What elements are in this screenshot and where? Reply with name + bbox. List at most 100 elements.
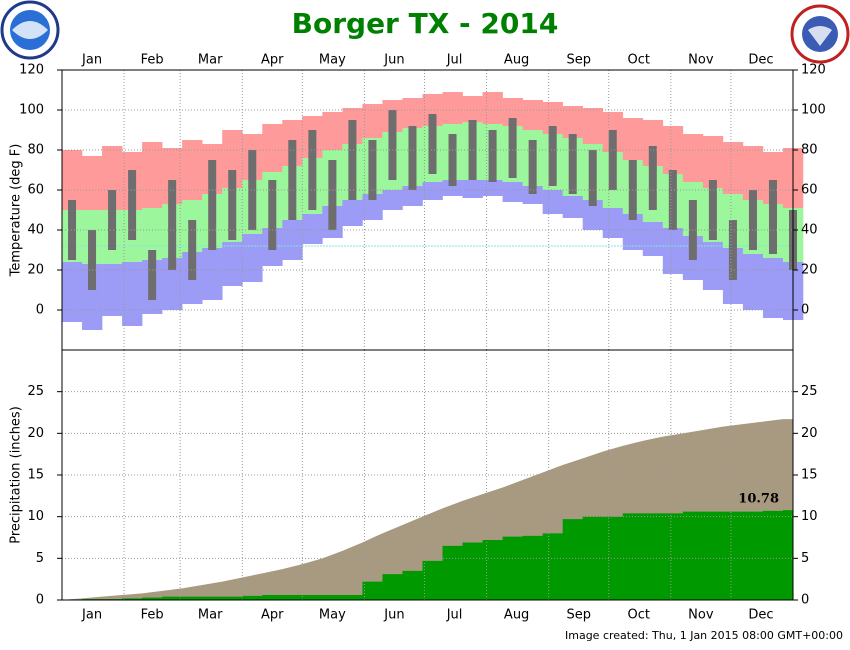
x-tick-label: Aug	[504, 608, 529, 623]
x-tick-label: Feb	[141, 53, 164, 68]
record-low-band	[662, 228, 684, 274]
y-tick-label-right: 20	[801, 426, 818, 441]
observed-bar	[768, 180, 777, 254]
observed-bar	[228, 170, 237, 240]
observed-bar	[248, 150, 257, 230]
record-low-band	[442, 180, 463, 196]
record-high-band	[362, 104, 383, 138]
observed-bar	[268, 180, 277, 250]
observed-bar	[648, 146, 657, 210]
record-high-band	[422, 94, 443, 126]
y-tick-label: 100	[19, 103, 44, 118]
record-low-band	[742, 254, 764, 310]
x-tick-label: Sep	[566, 53, 591, 68]
y-tick-label: 5	[36, 551, 44, 566]
x-tick-label: Jan	[81, 608, 102, 623]
y-tick-label-right: 80	[801, 143, 818, 158]
record-low-band	[622, 214, 644, 250]
record-high-band	[522, 100, 543, 130]
y-tick-label-right: 100	[801, 103, 826, 118]
footer: Image created: Thu, 1 Jan 2015 08:00 GMT…	[565, 629, 843, 642]
observed-bar	[128, 170, 137, 240]
record-high-band	[502, 98, 523, 126]
record-low-band	[602, 208, 624, 238]
record-low-band	[542, 190, 563, 214]
observed-bar	[208, 160, 217, 250]
y-tick-label: 120	[19, 63, 44, 78]
record-high-band	[482, 92, 503, 124]
end-label: 10.78	[738, 492, 779, 507]
record-high-band	[582, 108, 604, 144]
precip-area	[62, 510, 793, 600]
observed-bar	[468, 120, 477, 180]
observed-bar	[348, 120, 357, 200]
record-high-band	[222, 130, 243, 188]
observed-bar	[108, 190, 117, 250]
x-tick-label: Oct	[628, 608, 650, 623]
x-tick-label: Jul	[446, 608, 463, 623]
observed-bar	[568, 134, 577, 194]
x-tick-label: Apr	[261, 608, 284, 623]
observed-bar	[548, 126, 557, 186]
record-high-band	[642, 120, 664, 166]
record-low-band	[702, 242, 724, 290]
x-tick-label: Jul	[446, 53, 463, 68]
record-low-band	[82, 264, 103, 330]
record-low-band	[582, 200, 604, 230]
observed-bar	[508, 118, 517, 178]
record-low-band	[102, 264, 123, 316]
y-tick-label-right: 15	[801, 468, 818, 483]
y-tick-label: 10	[27, 509, 44, 524]
y-tick-label-right: 0	[801, 593, 809, 608]
observed-bar	[428, 114, 437, 174]
chart-title: Borger TX - 2014	[292, 7, 559, 40]
record-high-band	[622, 118, 644, 160]
record-low-band	[642, 222, 664, 256]
record-low-band	[342, 200, 363, 226]
record-high-band	[562, 106, 584, 138]
x-tick-label: Dec	[748, 53, 773, 68]
observed-bar	[708, 180, 717, 240]
nws-logo	[790, 4, 850, 64]
normal-band	[142, 208, 163, 260]
x-tick-label: Jan	[81, 53, 102, 68]
y-tick-label: 60	[27, 183, 44, 198]
x-tick-label: Mar	[198, 608, 223, 623]
record-low-band	[502, 182, 523, 202]
y-tick-label-right: 20	[801, 263, 818, 278]
x-tick-label: Jun	[383, 608, 404, 623]
record-low-band	[402, 186, 423, 206]
observed-bar	[488, 130, 497, 182]
record-high-band	[322, 112, 343, 150]
observed-bar	[308, 130, 317, 210]
record-high-band	[62, 150, 83, 210]
x-tick-label: Feb	[141, 608, 164, 623]
x-tick-label: Sep	[566, 608, 591, 623]
observed-bar	[588, 150, 597, 206]
record-high-band	[142, 142, 163, 208]
observed-bar	[408, 126, 417, 190]
observed-bar	[728, 220, 737, 280]
y-tick-label: 80	[27, 143, 44, 158]
observed-bar	[88, 230, 97, 290]
observed-bar	[448, 134, 457, 186]
y-tick-label: 20	[27, 263, 44, 278]
y-tick-label-right: 0	[801, 303, 809, 318]
record-low-band	[62, 262, 83, 322]
record-low-band	[302, 214, 323, 244]
observed-bar	[148, 250, 157, 300]
record-low-band	[202, 248, 223, 300]
record-low-band	[222, 242, 243, 286]
y-tick-label-right: 25	[801, 384, 818, 399]
observed-bar	[368, 140, 377, 200]
record-high-band	[442, 92, 463, 124]
y-tick-label-right: 10	[801, 509, 818, 524]
record-low-band	[282, 220, 303, 260]
record-high-band	[262, 124, 283, 172]
y-tick-label: 0	[36, 303, 44, 318]
record-low-band	[762, 258, 784, 318]
record-low-band	[482, 180, 503, 196]
record-high-band	[722, 142, 744, 194]
x-tick-label: May	[319, 608, 346, 623]
record-low-band	[162, 258, 183, 310]
